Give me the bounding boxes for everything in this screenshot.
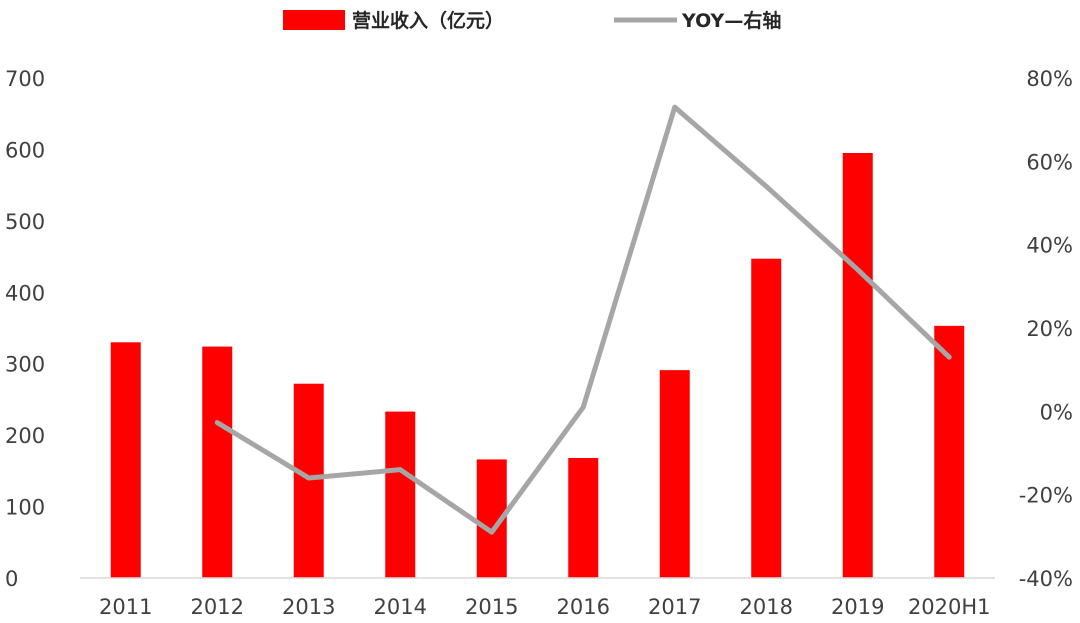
bar-series [110,153,965,578]
x-tick-label: 2018 [740,595,793,619]
x-tick-label: 2014 [374,595,427,619]
legend: 营业收入（亿元） YOY—右轴 [283,9,781,32]
bar-2013 [293,383,324,578]
y-left-tick-label: 600 [5,138,45,162]
y-right-tick-label: 40% [1026,234,1073,258]
legend-swatch-revenue [283,10,345,30]
y-left-tick-label: 100 [5,496,45,520]
y-left-tick-label: 700 [5,67,45,91]
bar-2014 [385,411,416,578]
x-tick-label: 2019 [831,595,884,619]
y-left-tick-label: 200 [5,424,45,448]
x-tick-label: 2012 [191,595,244,619]
y-right-axis: -40% -20% 0% 20% 40% 60% 80% [1019,67,1073,591]
y-left-tick-label: 400 [5,281,45,305]
y-right-tick-label: -20% [1019,484,1073,508]
x-tick-label: 2016 [557,595,610,619]
x-tick-label: 2011 [99,595,152,619]
y-left-tick-label: 300 [5,353,45,377]
y-right-tick-label: 0% [1040,400,1073,424]
y-right-tick-label: -40% [1019,567,1073,591]
x-tick-label: 2015 [465,595,518,619]
bar-2011 [110,342,141,578]
x-tick-label: 2020H1 [908,595,991,619]
y-right-tick-label: 20% [1026,317,1073,341]
y-right-tick-label: 60% [1026,150,1073,174]
bar-2020H1 [934,325,965,578]
y-left-tick-label: 500 [5,210,45,234]
legend-label-yoy: YOY—右轴 [681,9,781,32]
x-axis: 2011 2012 2013 2014 2015 2016 2017 2018 2019 2020… [99,595,991,619]
x-tick-label: 2017 [648,595,701,619]
y-left-tick-label: 0 [5,567,18,591]
y-left-axis: 0 100 200 300 400 500 600 700 [5,67,45,591]
bar-2017 [659,370,690,578]
bar-2019 [842,153,873,578]
legend-label-revenue: 营业收入（亿元） [352,9,504,32]
x-tick-label: 2013 [282,595,335,619]
line-series [214,104,952,535]
bar-2018 [751,258,782,578]
bar-2012 [202,346,233,578]
y-right-tick-label: 80% [1026,67,1073,91]
bar-2016 [568,458,599,578]
